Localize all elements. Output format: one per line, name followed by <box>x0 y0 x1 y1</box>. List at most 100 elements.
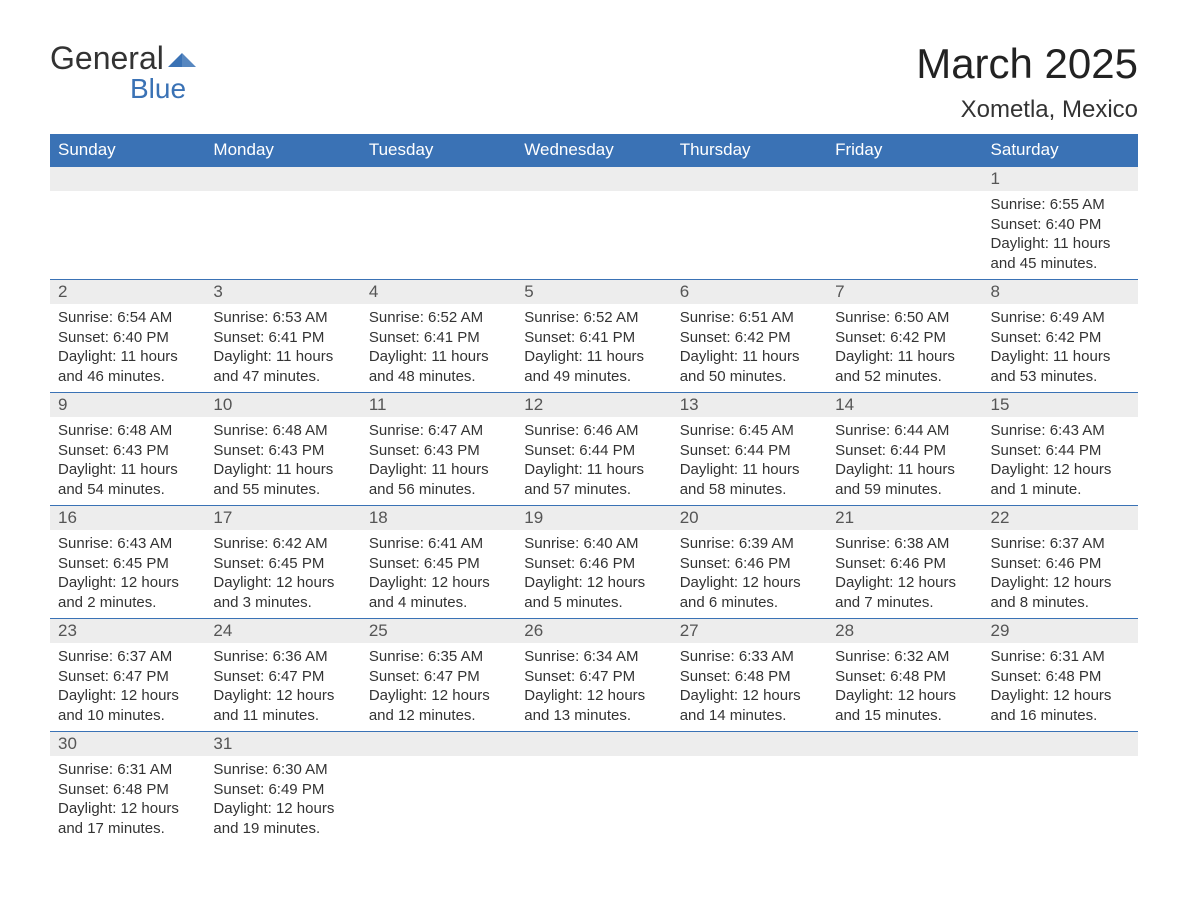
day-number: 23 <box>50 619 205 643</box>
sunrise-line: Sunrise: 6:31 AM <box>991 647 1130 667</box>
daylight-line: Daylight: 11 hours and 49 minutes. <box>524 347 663 386</box>
day-number-cell: 12 <box>516 393 671 418</box>
sunrise-line: Sunrise: 6:46 AM <box>524 421 663 441</box>
sunrise-line: Sunrise: 6:55 AM <box>991 195 1130 215</box>
day-data: Sunrise: 6:54 AMSunset: 6:40 PMDaylight:… <box>50 304 205 392</box>
day-data: Sunrise: 6:32 AMSunset: 6:48 PMDaylight:… <box>827 643 982 731</box>
sunset-line: Sunset: 6:45 PM <box>213 554 352 574</box>
sunset-line: Sunset: 6:47 PM <box>58 667 197 687</box>
sunrise-line: Sunrise: 6:35 AM <box>369 647 508 667</box>
day-number: 3 <box>205 280 360 304</box>
day-number: 15 <box>983 393 1138 417</box>
daylight-line: Daylight: 12 hours and 2 minutes. <box>58 573 197 612</box>
daylight-line: Daylight: 12 hours and 1 minute. <box>991 460 1130 499</box>
day-data-cell: Sunrise: 6:52 AMSunset: 6:41 PMDaylight:… <box>516 304 671 393</box>
sunset-line: Sunset: 6:43 PM <box>369 441 508 461</box>
day-data-cell <box>672 756 827 844</box>
day-number: 30 <box>50 732 205 756</box>
sunrise-line: Sunrise: 6:45 AM <box>680 421 819 441</box>
day-data-cell: Sunrise: 6:50 AMSunset: 6:42 PMDaylight:… <box>827 304 982 393</box>
day-data <box>983 756 1138 766</box>
daylight-line: Daylight: 12 hours and 3 minutes. <box>213 573 352 612</box>
daylight-line: Daylight: 12 hours and 19 minutes. <box>213 799 352 838</box>
sunset-line: Sunset: 6:41 PM <box>524 328 663 348</box>
sunrise-line: Sunrise: 6:40 AM <box>524 534 663 554</box>
sunrise-line: Sunrise: 6:49 AM <box>991 308 1130 328</box>
sunrise-line: Sunrise: 6:52 AM <box>524 308 663 328</box>
header: General Blue March 2025 Xometla, Mexico <box>50 40 1138 124</box>
day-data <box>361 756 516 766</box>
day-number <box>516 167 671 171</box>
logo-shape-icon <box>168 40 198 77</box>
sunset-line: Sunset: 6:43 PM <box>213 441 352 461</box>
day-header: Sunday <box>50 134 205 167</box>
day-number: 18 <box>361 506 516 530</box>
daylight-line: Daylight: 11 hours and 53 minutes. <box>991 347 1130 386</box>
sunset-line: Sunset: 6:47 PM <box>213 667 352 687</box>
sunset-line: Sunset: 6:48 PM <box>680 667 819 687</box>
day-data-cell: Sunrise: 6:43 AMSunset: 6:44 PMDaylight:… <box>983 417 1138 506</box>
day-data: Sunrise: 6:33 AMSunset: 6:48 PMDaylight:… <box>672 643 827 731</box>
day-data-cell <box>516 756 671 844</box>
day-number-cell: 23 <box>50 619 205 644</box>
sunset-line: Sunset: 6:48 PM <box>835 667 974 687</box>
day-data: Sunrise: 6:37 AMSunset: 6:47 PMDaylight:… <box>50 643 205 731</box>
sunrise-line: Sunrise: 6:50 AM <box>835 308 974 328</box>
day-data: Sunrise: 6:30 AMSunset: 6:49 PMDaylight:… <box>205 756 360 844</box>
day-number: 11 <box>361 393 516 417</box>
sunrise-line: Sunrise: 6:30 AM <box>213 760 352 780</box>
day-number: 17 <box>205 506 360 530</box>
daylight-line: Daylight: 12 hours and 5 minutes. <box>524 573 663 612</box>
day-data: Sunrise: 6:52 AMSunset: 6:41 PMDaylight:… <box>516 304 671 392</box>
day-data <box>827 191 982 201</box>
day-number-cell: 21 <box>827 506 982 531</box>
sunrise-line: Sunrise: 6:42 AM <box>213 534 352 554</box>
day-data-cell <box>672 191 827 280</box>
day-number: 19 <box>516 506 671 530</box>
day-data: Sunrise: 6:35 AMSunset: 6:47 PMDaylight:… <box>361 643 516 731</box>
day-number-cell: 17 <box>205 506 360 531</box>
day-number-row: 16171819202122 <box>50 506 1138 531</box>
daylight-line: Daylight: 11 hours and 47 minutes. <box>213 347 352 386</box>
sunrise-line: Sunrise: 6:37 AM <box>991 534 1130 554</box>
daylight-line: Daylight: 12 hours and 16 minutes. <box>991 686 1130 725</box>
sunrise-line: Sunrise: 6:53 AM <box>213 308 352 328</box>
day-number-row: 9101112131415 <box>50 393 1138 418</box>
day-data-cell: Sunrise: 6:31 AMSunset: 6:48 PMDaylight:… <box>983 643 1138 732</box>
day-number-cell: 26 <box>516 619 671 644</box>
day-data-cell: Sunrise: 6:44 AMSunset: 6:44 PMDaylight:… <box>827 417 982 506</box>
day-data-cell: Sunrise: 6:37 AMSunset: 6:47 PMDaylight:… <box>50 643 205 732</box>
day-number-cell: 14 <box>827 393 982 418</box>
day-data <box>516 756 671 766</box>
day-data-cell: Sunrise: 6:54 AMSunset: 6:40 PMDaylight:… <box>50 304 205 393</box>
day-data: Sunrise: 6:39 AMSunset: 6:46 PMDaylight:… <box>672 530 827 618</box>
day-data-cell: Sunrise: 6:40 AMSunset: 6:46 PMDaylight:… <box>516 530 671 619</box>
day-data-row: Sunrise: 6:54 AMSunset: 6:40 PMDaylight:… <box>50 304 1138 393</box>
day-data-cell <box>827 191 982 280</box>
day-number: 2 <box>50 280 205 304</box>
daylight-line: Daylight: 11 hours and 52 minutes. <box>835 347 974 386</box>
day-data: Sunrise: 6:31 AMSunset: 6:48 PMDaylight:… <box>50 756 205 844</box>
day-number-cell: 5 <box>516 280 671 305</box>
day-data: Sunrise: 6:47 AMSunset: 6:43 PMDaylight:… <box>361 417 516 505</box>
day-data-cell: Sunrise: 6:35 AMSunset: 6:47 PMDaylight:… <box>361 643 516 732</box>
daylight-line: Daylight: 11 hours and 58 minutes. <box>680 460 819 499</box>
daylight-line: Daylight: 12 hours and 8 minutes. <box>991 573 1130 612</box>
day-number <box>205 167 360 171</box>
day-data: Sunrise: 6:41 AMSunset: 6:45 PMDaylight:… <box>361 530 516 618</box>
day-header: Thursday <box>672 134 827 167</box>
day-number: 27 <box>672 619 827 643</box>
day-data-cell <box>827 756 982 844</box>
day-data-row: Sunrise: 6:43 AMSunset: 6:45 PMDaylight:… <box>50 530 1138 619</box>
daylight-line: Daylight: 12 hours and 14 minutes. <box>680 686 819 725</box>
sunset-line: Sunset: 6:46 PM <box>680 554 819 574</box>
day-data <box>50 191 205 201</box>
day-data-cell <box>361 191 516 280</box>
day-number-cell: 2 <box>50 280 205 305</box>
day-number-cell: 7 <box>827 280 982 305</box>
sunset-line: Sunset: 6:44 PM <box>524 441 663 461</box>
day-number: 1 <box>983 167 1138 191</box>
day-data-cell: Sunrise: 6:38 AMSunset: 6:46 PMDaylight:… <box>827 530 982 619</box>
sunset-line: Sunset: 6:44 PM <box>835 441 974 461</box>
day-number-cell: 27 <box>672 619 827 644</box>
